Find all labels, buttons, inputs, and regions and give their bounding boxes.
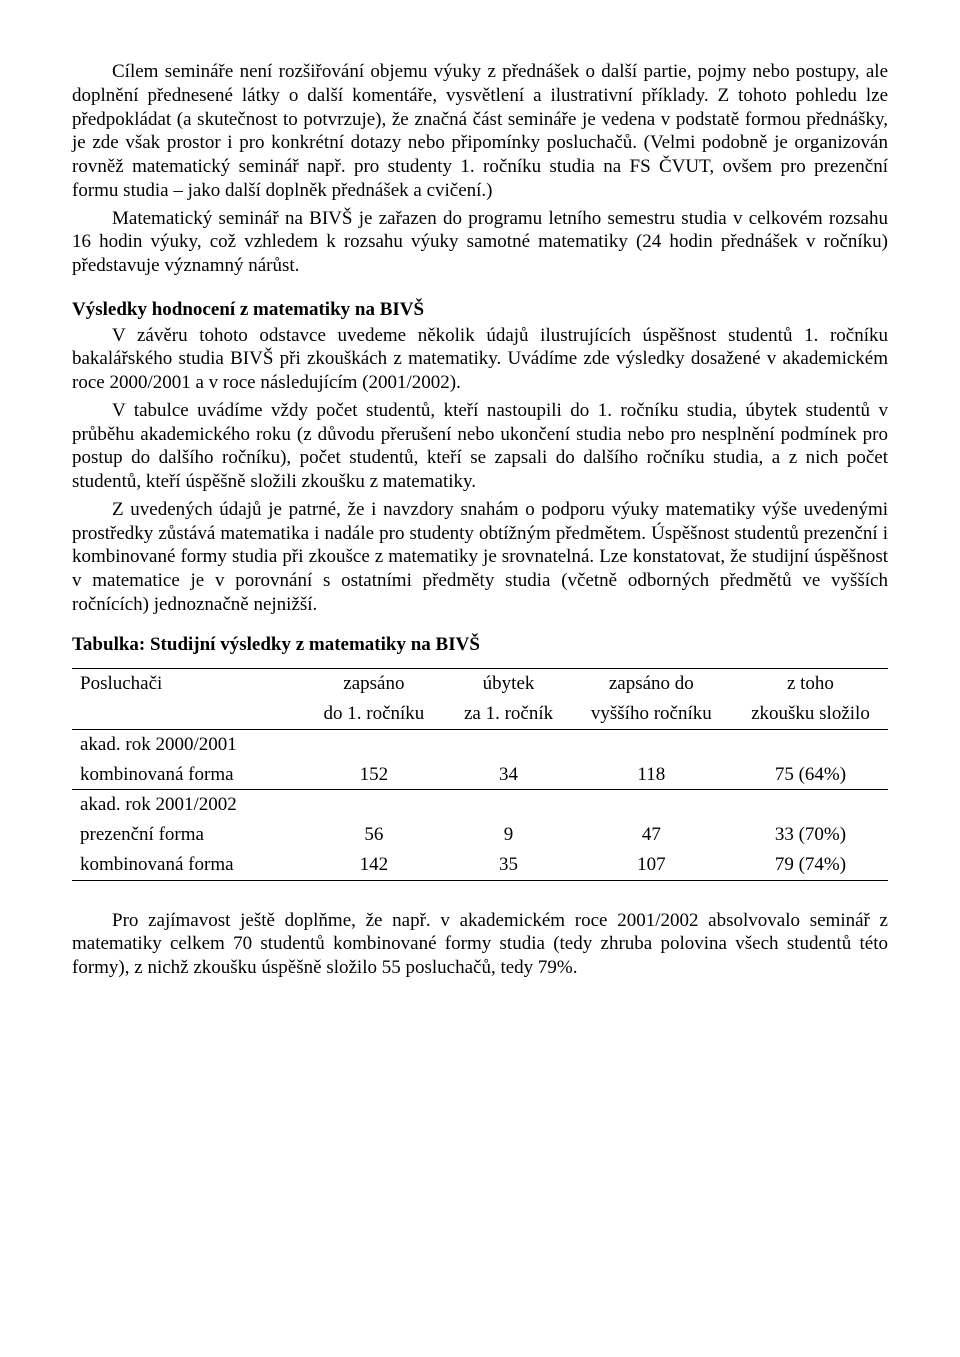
paragraph-2: Matematický seminář na BIVŠ je zařazen d… — [72, 207, 888, 278]
paragraph-1: Cílem semináře není rozšiřování objemu v… — [72, 60, 888, 203]
table-cell — [733, 790, 888, 820]
table-row: prezenční forma 56 9 47 33 (70%) — [72, 820, 888, 850]
table-header-c2a: zapsáno — [300, 669, 447, 699]
table-cell-label: kombinovaná forma — [72, 850, 300, 880]
table-header-c5b: zkoušku složilo — [733, 699, 888, 729]
table-header-c1: Posluchači — [72, 669, 300, 699]
table-cell — [300, 790, 447, 820]
table-cell — [570, 790, 733, 820]
table-cell-label: akad. rok 2000/2001 — [72, 729, 300, 759]
table-cell: 9 — [447, 820, 569, 850]
table-cell — [447, 790, 569, 820]
table-cell — [300, 729, 447, 759]
table-cell: 56 — [300, 820, 447, 850]
paragraph-6: Pro zajímavost ještě doplňme, že např. v… — [72, 909, 888, 980]
table-cell — [733, 729, 888, 759]
table-cell: 107 — [570, 850, 733, 880]
table-header-c4a: zapsáno do — [570, 669, 733, 699]
table-header-c5a: z toho — [733, 669, 888, 699]
table-cell: 142 — [300, 850, 447, 880]
table-header-c3b: za 1. ročník — [447, 699, 569, 729]
table-cell: 34 — [447, 760, 569, 790]
table-cell: 152 — [300, 760, 447, 790]
table-caption: Tabulka: Studijní výsledky z matematiky … — [72, 633, 888, 657]
table-row: akad. rok 2000/2001 — [72, 729, 888, 759]
table-cell: 47 — [570, 820, 733, 850]
table-header-row-2: do 1. ročníku za 1. ročník vyššího roční… — [72, 699, 888, 729]
table-cell: 33 (70%) — [733, 820, 888, 850]
paragraph-4: V tabulce uvádíme vždy počet studentů, k… — [72, 399, 888, 494]
table-cell: 118 — [570, 760, 733, 790]
table-cell — [570, 729, 733, 759]
table-cell — [447, 729, 569, 759]
table-header-c3a: úbytek — [447, 669, 569, 699]
table-cell-label: prezenční forma — [72, 820, 300, 850]
table-row: akad. rok 2001/2002 — [72, 790, 888, 820]
heading-results: Výsledky hodnocení z matematiky na BIVŠ — [72, 298, 888, 322]
paragraph-5: Z uvedených údajů je patrné, že i navzdo… — [72, 498, 888, 617]
table-header-blank — [72, 699, 300, 729]
table-row: kombinovaná forma 142 35 107 79 (74%) — [72, 850, 888, 880]
table-header-c2b: do 1. ročníku — [300, 699, 447, 729]
table-cell-label: akad. rok 2001/2002 — [72, 790, 300, 820]
table-header-c4b: vyššího ročníku — [570, 699, 733, 729]
table-row: kombinovaná forma 152 34 118 75 (64%) — [72, 760, 888, 790]
paragraph-3: V závěru tohoto odstavce uvedeme několik… — [72, 324, 888, 395]
table-cell: 79 (74%) — [733, 850, 888, 880]
table-cell: 75 (64%) — [733, 760, 888, 790]
table-cell-label: kombinovaná forma — [72, 760, 300, 790]
table-header-row-1: Posluchači zapsáno úbytek zapsáno do z t… — [72, 669, 888, 699]
results-table: Posluchači zapsáno úbytek zapsáno do z t… — [72, 668, 888, 880]
table-cell: 35 — [447, 850, 569, 880]
